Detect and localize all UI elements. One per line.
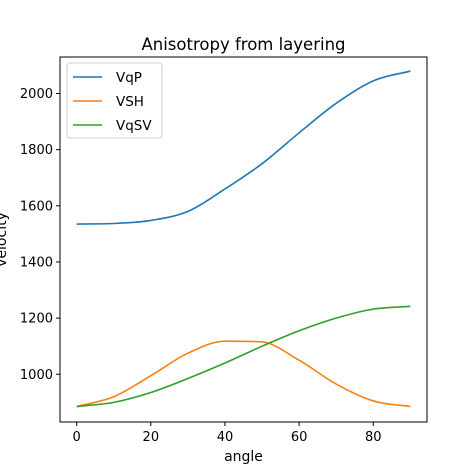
legend-entry-vsh: VSH [116, 94, 144, 110]
chart-title: Anisotropy from layering [141, 35, 345, 54]
x-axis-label: angle [224, 449, 263, 465]
x-tick-label: 80 [365, 430, 382, 445]
x-axis-ticks: 0 20 40 60 80 [73, 422, 382, 445]
y-tick-label: 2000 [20, 87, 53, 102]
x-tick-label: 60 [291, 430, 308, 445]
legend-entry-vqp: VqP [116, 70, 142, 86]
legend-entry-vqsv: VqSV [116, 118, 152, 134]
x-tick-label: 0 [73, 430, 81, 445]
y-axis-label: velocity [0, 212, 10, 267]
series-line-vqsv [76, 305, 411, 408]
x-tick-label: 40 [217, 430, 234, 445]
legend: VqP VSH VqSV [66, 62, 163, 139]
series-line-vqp [76, 70, 411, 225]
y-tick-label: 1000 [20, 368, 53, 383]
plot-frame [59, 56, 428, 423]
y-axis-ticks: 1000 1200 1400 1600 1800 2000 [20, 87, 60, 383]
legend-box [66, 62, 163, 139]
x-tick-label: 20 [143, 430, 160, 445]
y-tick-label: 1600 [20, 199, 53, 214]
series-line-vsh [76, 340, 411, 408]
series-layer [76, 70, 411, 408]
y-tick-label: 1400 [20, 255, 53, 270]
y-tick-label: 1200 [20, 312, 53, 327]
y-tick-label: 1800 [20, 143, 53, 158]
